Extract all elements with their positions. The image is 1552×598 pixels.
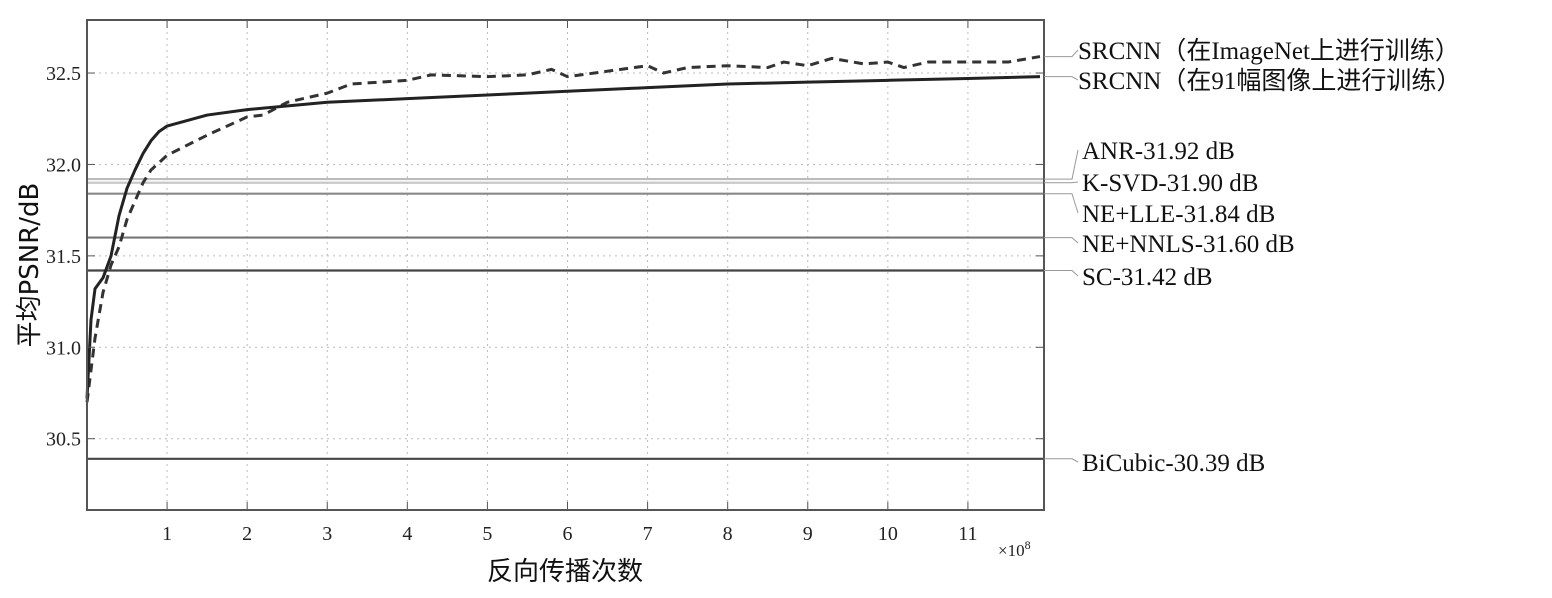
leader-line [1044,76,1079,81]
leader-line [1044,181,1079,184]
baseline-label: BiCubic-30.39 dB [1082,450,1265,477]
x-multiplier-base: ×10 [998,541,1025,560]
x-tick-label: 2 [242,523,252,545]
y-tick-label: 31.0 [46,337,81,359]
x-tick-label: 7 [643,523,653,545]
leader-line [1044,49,1079,58]
baseline-label: NE+NNLS-31.60 dB [1082,231,1295,258]
y-tick-label: 30.5 [46,429,81,451]
x-tick-label: 1 [162,523,172,545]
x-tick-label: 6 [563,523,573,545]
plot-frame [86,19,1045,511]
x-multiplier: ×108 [998,538,1031,560]
grid [87,20,1044,510]
y-tick-label: 32.5 [46,63,81,85]
x-axis-label: 反向传播次数 [487,557,643,587]
series [85,55,1041,403]
series-line-1 [85,75,1041,399]
series-labels: ANR-31.92 dB K-SVD-31.90 dB NE+LLE-31.84 d… [1044,37,1461,477]
leader-line [1044,149,1079,180]
leader-line [1044,237,1079,244]
baseline-label: NE+LLE-31.84 dB [1082,201,1275,228]
x-tick-label: 11 [958,523,977,545]
ticks: 1 2 3 4 5 6 7 8 9 10 11 30.5 31.0 31.5 32.0 32.5 [46,20,1044,545]
x-tick-label: 5 [482,523,492,545]
leader-line [1044,269,1079,277]
x-multiplier-exponent: 8 [1025,538,1031,552]
baselines [87,177,1044,460]
leader-line [1044,458,1079,463]
x-tick-label: 4 [402,523,412,545]
x-tick-label: 8 [723,523,733,545]
x-tick-label: 3 [322,523,332,545]
y-tick-label: 32.0 [46,154,81,176]
baseline-label: ANR-31.92 dB [1082,138,1235,165]
leader-line [1044,193,1079,214]
series-line-0 [85,55,1041,403]
y-tick-label: 31.5 [46,246,81,268]
x-tick-label: 10 [878,523,898,545]
series-label: SRCNN（在ImageNet上进行训练） [1078,37,1460,65]
series-label: SRCNN（在91幅图像上进行训练） [1078,67,1461,95]
baseline-label: SC-31.42 dB [1082,264,1213,291]
baseline-label: K-SVD-31.90 dB [1082,170,1258,197]
y-axis-label: 平均PSNR/dB [15,183,45,348]
x-tick-label: 9 [803,523,813,545]
